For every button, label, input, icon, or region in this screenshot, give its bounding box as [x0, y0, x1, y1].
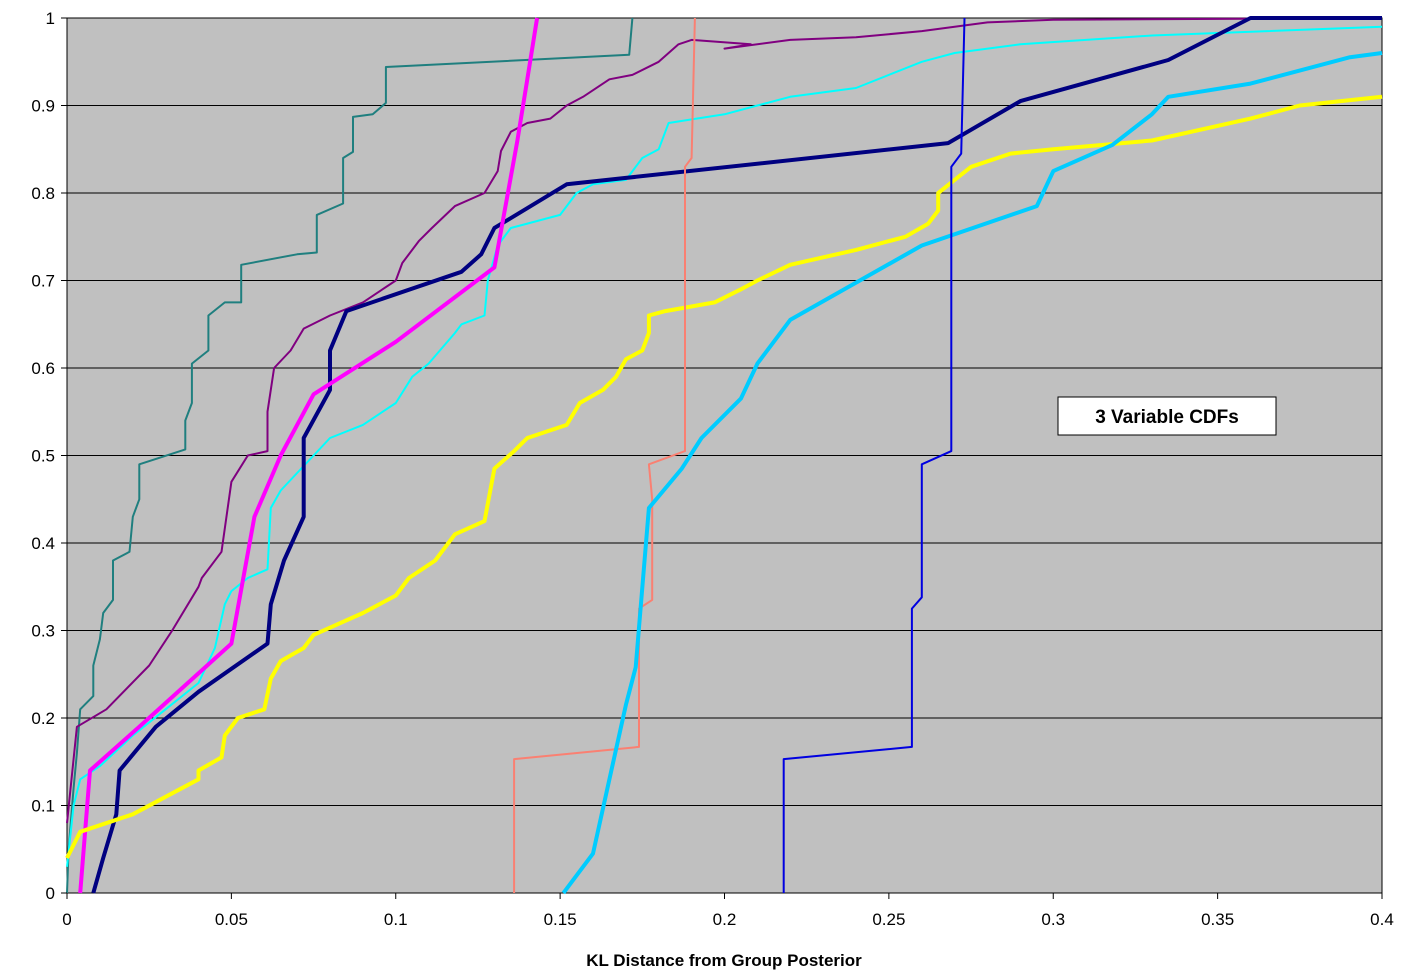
- series-line-8: [561, 51, 1383, 895]
- x-tick-label: 0.35: [1201, 910, 1234, 929]
- series-line-7: [513, 17, 696, 893]
- series-line-2: [66, 17, 1383, 824]
- y-tick-label: 0.1: [31, 797, 55, 816]
- series-line-9: [782, 17, 966, 893]
- x-tick-label: 0.1: [384, 910, 408, 929]
- annotation-box: 3 Variable CDFs: [1057, 396, 1277, 436]
- x-tick-label: 0.05: [215, 910, 248, 929]
- y-tick-label: 0: [46, 884, 55, 903]
- y-tick-label: 0.3: [31, 622, 55, 641]
- y-tick-label: 0.9: [31, 97, 55, 116]
- y-tick-label: 1: [46, 9, 55, 28]
- x-tick-label: 0.25: [872, 910, 905, 929]
- y-tick-label: 0.5: [31, 447, 55, 466]
- y-tick-label: 0.8: [31, 184, 55, 203]
- x-tick-label: 0.2: [713, 910, 737, 929]
- series-line-4: [91, 16, 1382, 894]
- x-axis-ticks: 0 0.05 0.1 0.15 0.2 0.25 0.3 0.35 0.4: [62, 893, 1394, 929]
- annotation-text: 3 Variable CDFs: [1095, 407, 1239, 428]
- y-tick-label: 0.4: [31, 534, 55, 553]
- y-axis-ticks: 0 0.1 0.2 0.3 0.4 0.5 0.6 0.7 0.8 0.9 1: [31, 9, 67, 903]
- series-line-5: [78, 17, 540, 894]
- series-line-1: [66, 17, 634, 894]
- x-axis-label: KL Distance from Group Posterior: [586, 951, 862, 970]
- series-line-3: [66, 25, 1383, 867]
- series-layer: [65, 16, 1383, 895]
- y-tick-label: 0.6: [31, 359, 55, 378]
- x-tick-label: 0.3: [1041, 910, 1065, 929]
- series-line-6: [65, 94, 1383, 859]
- x-tick-label: 0: [62, 910, 71, 929]
- x-tick-label: 0.15: [544, 910, 577, 929]
- y-tick-label: 0.7: [31, 272, 55, 291]
- y-tick-label: 0.2: [31, 709, 55, 728]
- x-tick-label: 0.4: [1370, 910, 1394, 929]
